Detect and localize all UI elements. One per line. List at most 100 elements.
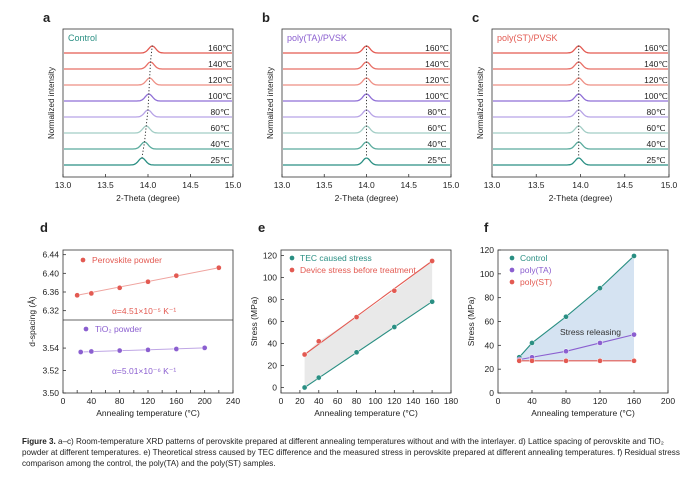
- y-tick-label-f: 80: [485, 293, 495, 303]
- legend-label-device: Device stress before treatment: [300, 265, 416, 275]
- temperature-label-b: 80℃: [427, 107, 446, 117]
- temperature-label-a: 40℃: [210, 139, 229, 149]
- xrd-trace-c: [493, 141, 668, 150]
- shaded-band-e: [304, 261, 433, 388]
- xrd-ylabel-b: Normalized intensity: [266, 67, 275, 139]
- point-tec: [391, 324, 398, 330]
- point-poly-st: [631, 357, 637, 364]
- figure-caption: Figure 3. a–c) Room-temperature XRD patt…: [22, 436, 684, 470]
- legend-marker-control: [509, 255, 515, 261]
- y-tick-label-e: 120: [263, 251, 277, 261]
- xrd-tick-label-c: 15.0: [661, 180, 678, 190]
- xrd-trace-a: [64, 157, 232, 166]
- xrd-tick-label-b: 15.0: [443, 180, 460, 190]
- temperature-label-b: 160℃: [425, 43, 449, 53]
- annotation-alpha-perovskite: α=4.51×10⁻⁵ K⁻¹: [112, 306, 176, 316]
- x-tick-label-e: 0: [279, 396, 284, 406]
- point-perovskite: [173, 272, 180, 279]
- y-tick-label-e: 80: [268, 295, 278, 305]
- x-tick-label-e: 20: [295, 396, 305, 406]
- point-tio2: [77, 349, 84, 355]
- point-perovskite: [88, 290, 95, 297]
- xrd-tick-label-a: 13.0: [55, 180, 72, 190]
- x-tick-label-e: 60: [333, 396, 343, 406]
- x-tick-label-e: 40: [314, 396, 324, 406]
- y-tick-label-d-bottom: 3.50: [42, 388, 59, 398]
- xrd-trace-c: [493, 61, 668, 70]
- line-device: [304, 260, 433, 355]
- temperature-label-b: 140℃: [425, 59, 449, 69]
- xrd-ylabel-a: Normalized intensity: [47, 67, 56, 139]
- panel-letter-e: e: [258, 220, 265, 235]
- y-tick-label-d-top: 6.36: [42, 287, 59, 297]
- point-tec: [353, 349, 360, 356]
- x-tick-label-e: 80: [352, 396, 362, 406]
- xlabel-f: Annealing temperature (°C): [531, 408, 635, 418]
- point-control: [529, 340, 535, 346]
- temperature-label-b: 40℃: [427, 139, 446, 149]
- xrd-tick-label-b: 14.0: [358, 180, 375, 190]
- legend-marker-tio2: [83, 326, 89, 332]
- xrd-tick-label-a: 14.5: [182, 180, 199, 190]
- panel-letter-d: d: [40, 220, 48, 235]
- xrd-title-b: poly(TA)/PVSK: [287, 33, 347, 43]
- point-tec: [315, 374, 322, 381]
- legend-label-poly-ta: poly(TA): [520, 265, 552, 275]
- temperature-label-a: 25℃: [210, 155, 229, 165]
- temperature-label-a: 160℃: [208, 43, 232, 53]
- x-tick-label-d: 0: [61, 396, 66, 406]
- xrd-trace-c: [493, 109, 668, 118]
- annotation-stress-releasing: Stress releasing: [560, 327, 621, 337]
- y-tick-label-d-top: 6.44: [42, 250, 59, 260]
- temperature-label-c: 120℃: [644, 75, 668, 85]
- x-tick-label-f: 40: [527, 396, 537, 406]
- x-tick-label-e: 140: [406, 396, 420, 406]
- x-tick-label-d: 160: [169, 396, 183, 406]
- temperature-label-c: 80℃: [646, 107, 665, 117]
- point-poly-st: [529, 357, 535, 364]
- x-tick-label-d: 80: [115, 396, 125, 406]
- x-tick-label-f: 200: [661, 396, 675, 406]
- xrd-xlabel-b: 2-Theta (degree): [335, 193, 399, 203]
- x-tick-label-f: 120: [593, 396, 607, 406]
- x-tick-label-e: 100: [368, 396, 382, 406]
- temperature-label-c: 40℃: [646, 139, 665, 149]
- xrd-tick-label-a: 13.5: [97, 180, 114, 190]
- point-perovskite: [74, 292, 81, 299]
- annotation-alpha-tio2: α=5.01×10⁻⁶ K⁻¹: [112, 366, 176, 376]
- temperature-label-b: 25℃: [427, 155, 446, 165]
- y-tick-label-d-top: 6.40: [42, 268, 59, 278]
- caption-label: Figure 3.: [22, 437, 56, 446]
- temperature-label-b: 100℃: [425, 91, 449, 101]
- x-tick-label-d: 200: [198, 396, 212, 406]
- xrd-trace-a: [64, 61, 232, 70]
- point-perovskite: [116, 284, 123, 291]
- point-control: [597, 285, 603, 291]
- x-tick-label-d: 40: [87, 396, 97, 406]
- point-device: [429, 258, 435, 264]
- point-poly-st: [516, 357, 523, 364]
- panel-letter-c: c: [472, 10, 479, 25]
- x-tick-label-f: 0: [496, 396, 501, 406]
- xrd-trace-c: [493, 125, 668, 134]
- temperature-label-a: 140℃: [208, 59, 232, 69]
- y-tick-label-f: 120: [480, 245, 494, 255]
- temperature-label-b: 120℃: [425, 75, 449, 85]
- xlabel-d: Annealing temperature (°C): [96, 408, 200, 418]
- ylabel-f: Stress (MPa): [466, 297, 476, 347]
- xrd-tick-label-c: 14.5: [616, 180, 633, 190]
- legend-marker-device: [289, 267, 295, 273]
- y-tick-label-e: 60: [268, 317, 278, 327]
- point-tec: [301, 384, 308, 391]
- xrd-trace-a: [64, 77, 232, 86]
- xrd-tick-label-b: 14.5: [400, 180, 417, 190]
- figure-canvas: a 13.0 13.5 14.0 14.5 15.0 2-Theta (degree) Nor…: [27, 10, 678, 418]
- point-control: [563, 313, 569, 320]
- point-tio2: [173, 346, 180, 352]
- xrd-xlabel-a: 2-Theta (degree): [116, 193, 180, 203]
- xrd-trace-a: [64, 45, 232, 54]
- y-tick-label-d-top: 6.32: [42, 306, 59, 316]
- x-tick-label-e: 160: [425, 396, 439, 406]
- xrd-title-a: Control: [68, 33, 97, 43]
- point-poly-st: [563, 357, 569, 364]
